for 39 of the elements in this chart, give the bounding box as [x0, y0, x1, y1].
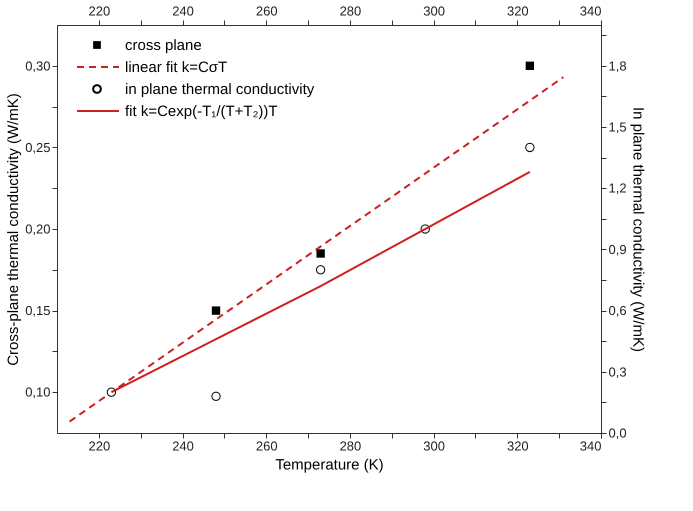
legend-label: fit k=Cexp(-T₁/(T+T₂))T	[125, 103, 278, 120]
y-tick-label: 0,10	[25, 384, 50, 400]
x-tick-label: 260	[256, 438, 278, 454]
y-tick-label: 0,20	[25, 222, 50, 236]
point	[525, 142, 535, 152]
x-axis-title: Temperature (K)	[275, 456, 384, 474]
x-tick-label: 220	[88, 438, 110, 454]
x-tick-label: 340	[580, 438, 602, 454]
x2-tick-label: 300	[423, 4, 445, 18]
y2-tick-label: 0,6	[608, 303, 627, 318]
y-tick-label: 0,15	[25, 303, 50, 318]
y2-tick-label: 0,9	[608, 242, 627, 257]
y2-tick-label: 1,5	[608, 120, 627, 134]
point	[316, 265, 326, 274]
y2-tick-label: 1,8	[608, 58, 627, 74]
point	[316, 249, 325, 258]
y2-tick-label: 0,0	[608, 426, 627, 440]
legend-label: linear fit k=CσT	[125, 59, 228, 76]
x-tick-label: 320	[506, 438, 529, 454]
x2-tick-label: 340	[580, 4, 602, 18]
x2-tick-label: 320	[506, 4, 529, 18]
y-tick-label: 0,25	[25, 140, 50, 155]
y-axis-title: Cross-plane thermal conductivity (W/mK)	[5, 93, 22, 366]
x-tick-label: 300	[423, 438, 445, 454]
point	[526, 62, 534, 70]
point	[211, 392, 221, 401]
x-tick-label: 280	[340, 438, 362, 454]
y2-tick-label: 1,2	[608, 180, 627, 196]
x2-tick-label: 260	[256, 4, 278, 18]
point	[212, 306, 220, 315]
y2-axis-title: In plane thermal conductivity (W/mK)	[630, 106, 647, 352]
y2-tick-label: 0,3	[608, 364, 627, 380]
x2-tick-label: 280	[340, 4, 362, 18]
x2-tick-label: 220	[88, 4, 110, 18]
legend-label: in plane thermal conductivity	[125, 81, 315, 98]
x-tick-label: 240	[172, 438, 194, 454]
y-tick-label: 0,30	[25, 58, 50, 74]
x2-tick-label: 240	[172, 4, 194, 18]
legend-label: cross plane	[125, 37, 202, 54]
